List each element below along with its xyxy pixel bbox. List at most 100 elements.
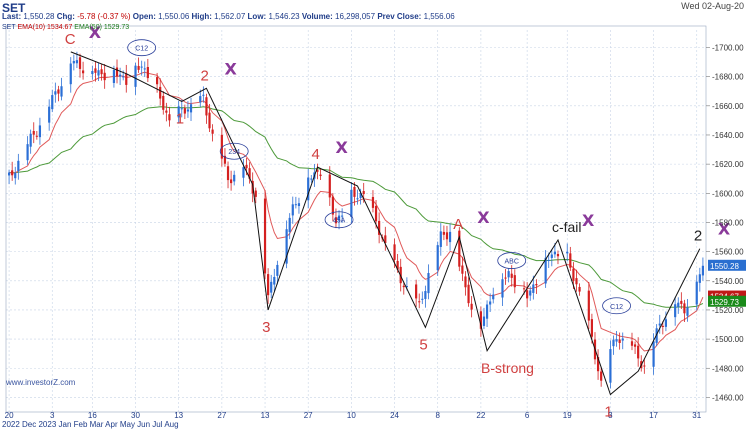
candle-body	[54, 91, 57, 95]
wave-label: A	[453, 216, 463, 233]
wave-label: c-fail	[552, 219, 582, 235]
candle-body	[643, 365, 646, 367]
candle-body	[683, 303, 686, 314]
wave-label: 4	[311, 146, 319, 163]
candle-body	[183, 108, 186, 114]
candle-body	[362, 191, 365, 195]
candle-body	[402, 285, 405, 288]
candle-body	[223, 155, 227, 164]
x-tick-label: 27	[304, 411, 313, 420]
candle-body	[297, 203, 301, 207]
candle-body	[291, 204, 294, 216]
open-value: 1,550.06	[158, 12, 190, 21]
candle-body	[186, 109, 190, 112]
candle-body	[189, 104, 193, 113]
candle-body	[596, 356, 600, 372]
candle-body	[48, 106, 51, 123]
ema50-badge	[708, 295, 746, 307]
wave-label: C	[65, 31, 76, 48]
candle-body	[202, 94, 205, 96]
candle-body	[535, 284, 538, 286]
candle-body	[421, 298, 424, 300]
x-tick-label: 13	[261, 411, 270, 420]
candle-body	[405, 286, 408, 288]
candle-body	[112, 69, 116, 83]
x-marker: X	[718, 220, 731, 239]
wave-label: 3	[262, 319, 270, 336]
candle-body	[285, 229, 288, 264]
candle-body	[522, 288, 526, 290]
candles	[7, 51, 705, 389]
candle-body	[125, 73, 128, 85]
y-tick-label: -1660.00	[712, 102, 744, 111]
candle-body	[461, 265, 464, 274]
candle-body	[550, 254, 553, 258]
candle-body	[134, 65, 137, 87]
candle-body	[578, 286, 581, 292]
x-tick-label: 31	[692, 411, 701, 420]
candle-body	[310, 178, 313, 180]
candle-body	[199, 96, 202, 103]
ema50-line	[9, 106, 704, 308]
legend-ema10-label: EMA(10)	[17, 24, 46, 31]
oval-label: C12	[135, 46, 148, 53]
indicator-legend: SET EMA(10) 1534.67 EMA(50) 1529.73	[2, 24, 129, 31]
candle-body	[100, 69, 103, 75]
volume-value: 16,298,057	[335, 12, 376, 21]
wave-label: 2	[200, 67, 208, 84]
header-date: Wed 02-Aug-20	[681, 1, 744, 11]
x-tick-label: 27	[217, 411, 226, 420]
low-label: Low:	[247, 12, 267, 21]
candle-body	[254, 190, 257, 197]
x-marker: X	[89, 23, 102, 42]
wave-label: 1	[176, 110, 184, 127]
candle-body	[544, 257, 547, 284]
legend-ema50-value: 1529.73	[103, 24, 130, 31]
candle-body	[618, 339, 621, 343]
last-label: Last:	[2, 12, 22, 21]
x-tick-label: 3	[50, 411, 55, 420]
candle-body	[467, 284, 470, 304]
x-tick-label: 17	[649, 411, 658, 420]
candle-body	[501, 279, 504, 298]
candle-body	[248, 168, 251, 179]
candle-body	[267, 274, 270, 296]
candle-body	[26, 144, 29, 161]
watermark: www.investorZ.com	[6, 378, 76, 387]
candle-body	[270, 281, 273, 293]
candle-body	[513, 275, 516, 288]
candle-body	[78, 57, 82, 69]
candle-body	[633, 344, 637, 347]
candle-body	[273, 276, 276, 285]
x-tick-label: 13	[174, 411, 183, 420]
candle-body	[38, 125, 42, 138]
oval-marker	[602, 297, 631, 315]
candle-body	[630, 341, 634, 346]
candle-body	[470, 303, 473, 310]
candle-body	[374, 205, 378, 222]
candle-body	[11, 170, 14, 176]
x-marker: X	[477, 208, 490, 227]
candle-body	[60, 86, 63, 97]
candle-body	[572, 268, 575, 281]
x-tick-label: 24	[390, 411, 399, 420]
candle-body	[553, 251, 556, 255]
oval-label: ABC	[505, 259, 519, 266]
candle-body	[17, 160, 20, 172]
last-price-badge-text: 1550.28	[710, 262, 739, 271]
candle-body	[122, 76, 125, 78]
chg-label: Chg:	[56, 12, 75, 21]
prev-close-label: Prev Close:	[377, 12, 422, 21]
oval-marker	[127, 39, 157, 57]
candle-body	[637, 345, 640, 359]
y-tick-label: -1520.00	[712, 306, 744, 315]
low-value: 1,546.23	[268, 12, 300, 21]
candle-body	[621, 338, 624, 341]
prev-close-value: 1,556.06	[423, 12, 455, 21]
candle-body	[674, 304, 677, 318]
candle-body	[316, 170, 319, 172]
candle-body	[436, 245, 439, 271]
candle-body	[492, 294, 495, 300]
wave-label: 5	[419, 336, 427, 353]
plot-frame	[5, 25, 707, 413]
